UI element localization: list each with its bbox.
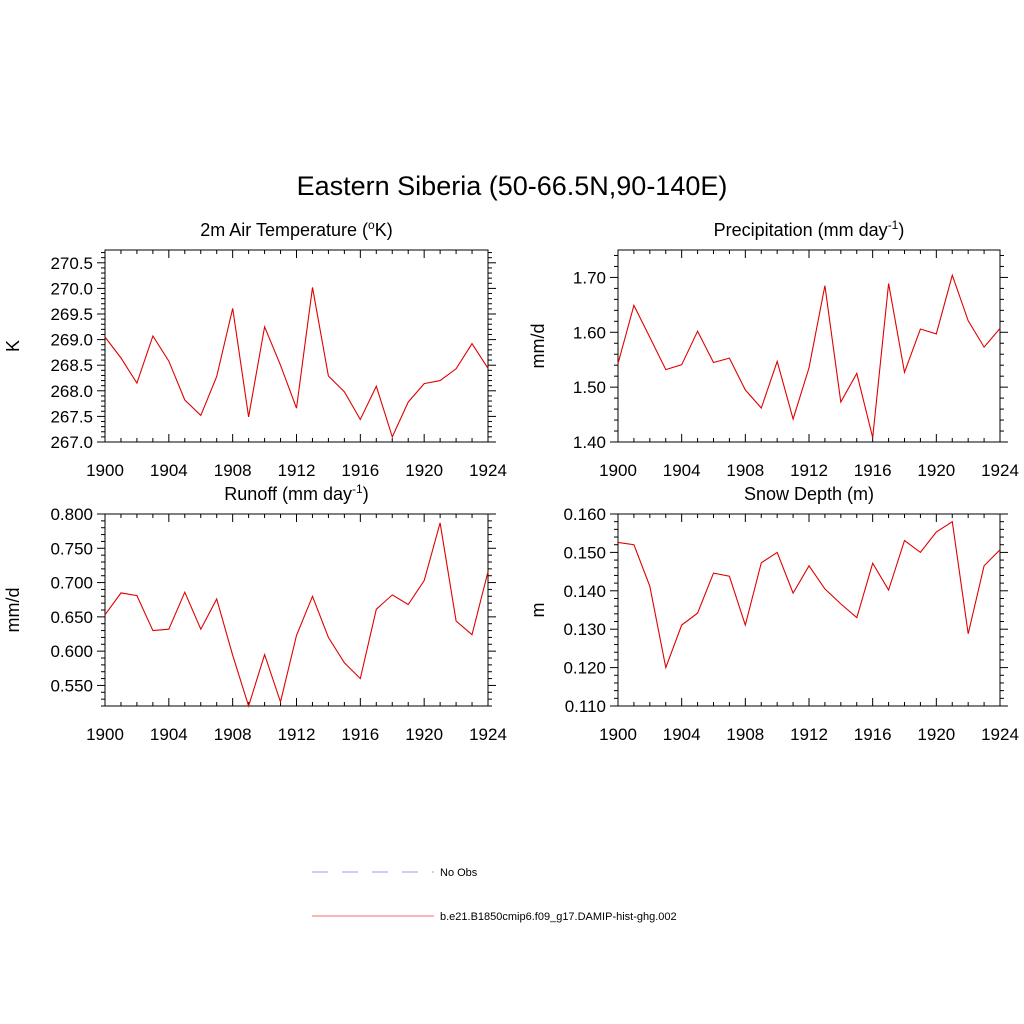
y-tick-label: 1.70 xyxy=(573,268,606,287)
plot-frame xyxy=(104,513,489,707)
x-tick-label: 1920 xyxy=(405,461,443,480)
x-tick-label: 1900 xyxy=(86,725,124,744)
y-tick-label: 268.5 xyxy=(50,356,93,375)
x-tick-label: 1908 xyxy=(726,725,764,744)
y-axis-label: m xyxy=(528,603,548,618)
y-tick-label: 267.0 xyxy=(50,433,93,452)
main-title: Eastern Siberia (50-66.5N,90-140E) xyxy=(297,171,728,201)
x-tick-label: 1900 xyxy=(86,461,124,480)
x-tick-label: 1904 xyxy=(150,461,188,480)
panel-title: 2m Air Temperature (oK) xyxy=(200,218,392,240)
y-tick-label: 0.550 xyxy=(50,676,93,695)
x-tick-label: 1916 xyxy=(341,725,379,744)
temperature-panel: 2m Air Temperature (oK) 1900 1904 1908 1912 1… xyxy=(3,218,507,480)
x-tick-label: 1912 xyxy=(790,461,828,480)
y-tick-label: 270.5 xyxy=(50,254,93,273)
panels: 2m Air Temperature (oK) 1900 1904 1908 1912 1… xyxy=(3,218,1019,744)
x-tick-label: 1920 xyxy=(917,725,955,744)
y-tick-label: 0.800 xyxy=(50,505,93,524)
x-tick-label: 1904 xyxy=(663,461,701,480)
x-tick-label: 1916 xyxy=(854,461,892,480)
y-tick-label: 269.0 xyxy=(50,331,93,350)
plot-frame xyxy=(617,249,1001,443)
x-tick-label: 1916 xyxy=(854,725,892,744)
x-tick-label: 1924 xyxy=(981,725,1019,744)
y-tick-label: 1.40 xyxy=(573,433,606,452)
x-tick-label: 1912 xyxy=(278,725,316,744)
y-tick-label: 0.120 xyxy=(563,659,606,678)
series-line xyxy=(617,273,1001,438)
x-tick-label: 1900 xyxy=(599,461,637,480)
x-tick-label: 1924 xyxy=(981,461,1019,480)
y-tick-label: 0.150 xyxy=(563,543,606,562)
x-tick-label: 1900 xyxy=(599,725,637,744)
legend-label: No Obs xyxy=(440,867,478,879)
y-axis-label: mm/d xyxy=(3,588,23,633)
panel-title: Precipitation (mm day-1) xyxy=(714,218,905,240)
y-tick-label: 0.650 xyxy=(50,608,93,627)
y-tick-label: 0.160 xyxy=(563,505,606,524)
y-tick-label: 269.5 xyxy=(50,305,93,324)
y-tick-label: 0.130 xyxy=(563,620,606,639)
series-line xyxy=(104,287,489,439)
snow-depth-panel: Snow Depth (m) 1900 1904 1908 1912 1916 1920 19… xyxy=(528,484,1019,744)
y-axis-label: K xyxy=(3,340,23,352)
legend-label: b.e21.B1850cmip6.f09_g17.DAMIP-hist-ghg.… xyxy=(440,911,677,923)
x-tick-label: 1904 xyxy=(663,725,701,744)
y-tick-label: 0.110 xyxy=(565,697,606,716)
panel-title: Snow Depth (m) xyxy=(744,484,874,504)
precipitation-panel: Precipitation (mm day-1) 1900 1904 1908 1912… xyxy=(528,218,1019,480)
runoff-panel: Runoff (mm day-1) 1900 1904 1908 1912 1916 192… xyxy=(3,482,507,744)
panel-title: Runoff (mm day-1) xyxy=(224,482,368,504)
x-tick-label: 1904 xyxy=(150,725,188,744)
x-tick-label: 1908 xyxy=(214,725,252,744)
plot-frame xyxy=(617,513,1001,707)
y-tick-label: 1.60 xyxy=(573,323,606,342)
x-tick-label: 1920 xyxy=(917,461,955,480)
y-tick-label: 0.600 xyxy=(50,642,93,661)
y-tick-label: 0.700 xyxy=(50,574,93,593)
x-tick-label: 1912 xyxy=(278,461,316,480)
x-tick-label: 1912 xyxy=(790,725,828,744)
plot-frame xyxy=(104,249,489,443)
y-tick-label: 1.50 xyxy=(573,378,606,397)
x-tick-label: 1908 xyxy=(214,461,252,480)
x-tick-label: 1916 xyxy=(341,461,379,480)
y-tick-label: 270.0 xyxy=(50,279,93,298)
series-line xyxy=(104,522,489,708)
x-tick-label: 1908 xyxy=(726,461,764,480)
x-tick-label: 1920 xyxy=(405,725,443,744)
y-tick-label: 0.140 xyxy=(563,582,606,601)
y-tick-label: 267.5 xyxy=(50,407,93,426)
series-line xyxy=(617,520,1001,670)
y-tick-label: 0.750 xyxy=(50,539,93,558)
y-tick-label: 268.0 xyxy=(50,382,93,401)
y-axis-label: mm/d xyxy=(528,324,548,369)
legend: No Obs b.e21.B1850cmip6.f09_g17.DAMIP-his… xyxy=(312,867,677,923)
x-tick-label: 1924 xyxy=(469,725,507,744)
x-tick-label: 1924 xyxy=(469,461,507,480)
